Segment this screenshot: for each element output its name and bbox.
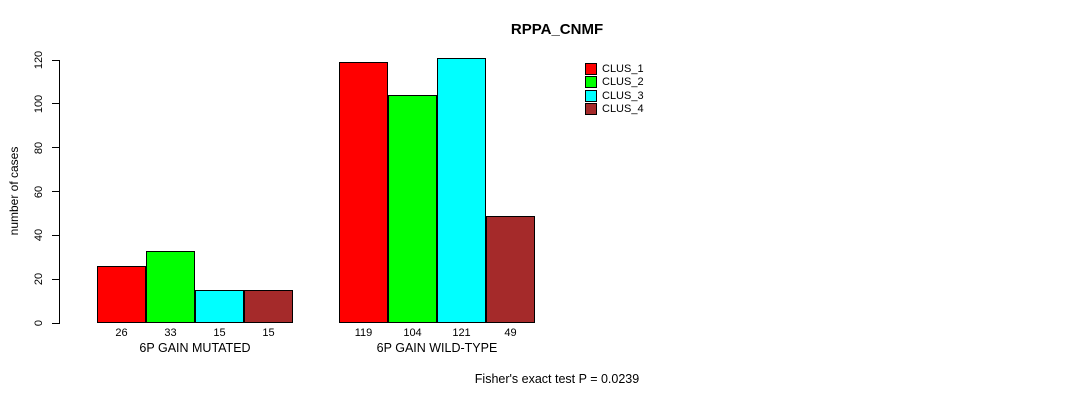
y-tick-mark <box>52 59 59 61</box>
y-axis-title: number of cases <box>7 146 21 236</box>
bar-clus_3-1 <box>195 290 244 323</box>
y-tick-mark <box>52 103 59 105</box>
bar-value-label: 119 <box>354 327 373 339</box>
y-tick-mark <box>52 191 59 192</box>
y-tick-mark <box>52 278 59 280</box>
legend-swatch-icon <box>585 89 597 102</box>
legend-item: CLUS_1 <box>585 62 644 76</box>
legend-item: CLUS_2 <box>585 76 644 90</box>
bar-value-label: 49 <box>504 327 517 339</box>
y-tick-label: 40 <box>33 229 45 242</box>
legend-item: CLUS_4 <box>585 103 644 117</box>
bar-clus_2-1 <box>146 251 195 323</box>
bar-value-label: 121 <box>452 327 471 339</box>
legend-label: CLUS_2 <box>602 76 644 89</box>
bar-value-label: 15 <box>262 327 275 339</box>
y-axis-line <box>59 60 60 324</box>
bar-clus_1-2 <box>339 62 388 323</box>
bar-clus_4-1 <box>244 290 293 323</box>
legend-swatch-icon <box>585 62 597 75</box>
legend-item: CLUS_3 <box>585 89 644 103</box>
bar-value-label: 104 <box>403 327 422 339</box>
legend-label: CLUS_1 <box>602 62 644 75</box>
legend-label: CLUS_3 <box>602 89 644 102</box>
y-tick-label: 120 <box>33 50 45 70</box>
bar-clus_3-2 <box>437 58 486 323</box>
x-group-label: 6P GAIN WILD-TYPE <box>376 341 498 355</box>
y-tick-mark <box>52 234 59 236</box>
bar-clus_1-1 <box>97 266 146 323</box>
x-group-label: 6P GAIN MUTATED <box>139 341 251 355</box>
y-tick-label: 20 <box>33 273 45 286</box>
y-tick-mark <box>52 322 59 324</box>
chart-title: RPPA_CNMF <box>510 21 604 38</box>
y-tick-label: 100 <box>33 94 45 114</box>
y-tick-mark <box>52 147 59 149</box>
y-tick-label: 80 <box>33 141 45 154</box>
bar-value-label: 15 <box>213 327 226 339</box>
bar-value-label: 33 <box>164 327 177 339</box>
y-tick-label: 60 <box>33 185 45 198</box>
legend-swatch-icon <box>585 76 597 89</box>
bar-value-label: 26 <box>115 327 128 339</box>
footnote: Fisher's exact test P = 0.0239 <box>474 372 640 386</box>
bar-clus_4-2 <box>486 216 535 323</box>
legend-swatch-icon <box>585 103 597 116</box>
legend: CLUS_1 CLUS_2 CLUS_3 CLUS_4 <box>585 62 644 116</box>
y-tick-label: 0 <box>33 319 45 327</box>
bar-clus_2-2 <box>388 95 437 323</box>
legend-label: CLUS_4 <box>602 103 644 116</box>
